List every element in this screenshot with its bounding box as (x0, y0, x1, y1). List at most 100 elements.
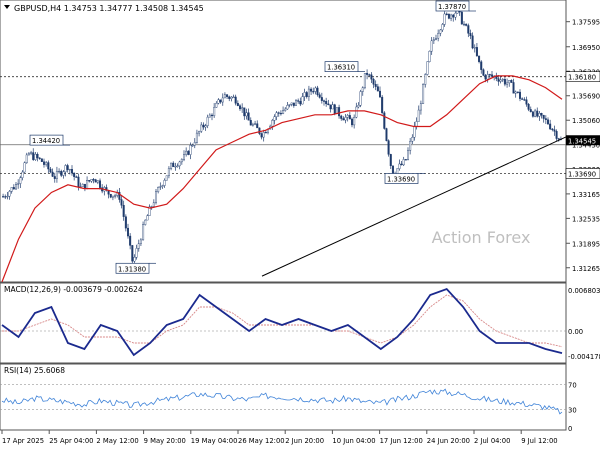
candle-body (379, 90, 382, 98)
price-callout-label: 1.34420 (32, 137, 60, 145)
candle-body (187, 150, 190, 155)
candle-body (400, 163, 403, 166)
candle-body (553, 129, 556, 132)
candle-body (137, 243, 140, 249)
candle-body (312, 91, 315, 93)
candle-body (191, 145, 194, 147)
candle-body (271, 120, 274, 127)
symbol-dropdown-icon[interactable] (4, 5, 10, 9)
candle-body (292, 102, 295, 106)
candle-body (45, 162, 48, 165)
macd-tick-label: 0.00 (568, 328, 583, 336)
rsi-pane (0, 363, 567, 431)
candle-body (342, 118, 345, 121)
candle-body (370, 74, 373, 80)
candle-body (92, 179, 95, 181)
candle-body (538, 113, 541, 117)
candle-body (499, 79, 502, 82)
candle-body (450, 14, 453, 19)
candle-body (206, 116, 209, 126)
x-tick-label: 24 Jun 20:00 (427, 437, 470, 445)
x-tick-label: 19 May 04:00 (191, 437, 238, 445)
candle-body (331, 104, 334, 110)
candle-body (238, 105, 241, 110)
candle-body (213, 107, 216, 117)
candle-body (172, 162, 175, 167)
candle-body (512, 82, 515, 94)
candle-body (126, 227, 129, 237)
moving-average-line (1, 75, 563, 283)
candle-body (146, 215, 149, 221)
rsi-line (1, 388, 563, 415)
candle-body (428, 50, 431, 62)
candle-body (27, 153, 30, 156)
macd-pane (0, 282, 567, 364)
candle-body (288, 104, 291, 106)
price-callout-label: 1.37870 (438, 3, 466, 11)
candle-body (193, 142, 196, 146)
candle-body (374, 84, 377, 87)
price-tick-label: 1.35060 (572, 117, 600, 125)
candle-body (124, 216, 127, 229)
candle-body (413, 125, 416, 138)
candle-body (439, 29, 442, 34)
price-callout-label: 1.33690 (387, 175, 415, 183)
candle-body (189, 145, 192, 155)
candle-body (508, 80, 511, 84)
candle-body (465, 23, 468, 26)
macd-main-line (1, 287, 563, 357)
candle-body (275, 112, 278, 117)
candle-body (385, 128, 388, 141)
current-price-label: 1.34545 (568, 137, 596, 145)
price-callout (384, 173, 419, 184)
candle-body (135, 248, 138, 258)
candle-body (6, 195, 9, 198)
candle-body (10, 187, 13, 192)
candle-body (142, 224, 145, 241)
candle-body (195, 132, 198, 143)
current-price-tag (566, 135, 600, 146)
candle-body (523, 99, 526, 101)
candle-body (68, 169, 71, 171)
candle-body (161, 185, 164, 187)
candle-body (200, 124, 203, 132)
candle-body (70, 169, 73, 174)
candle-body (491, 74, 494, 77)
candle-body (223, 94, 226, 99)
candle-body (2, 196, 5, 198)
candle-body (170, 162, 173, 169)
candle-body (282, 110, 285, 114)
candle-body (38, 157, 41, 159)
candle-body (122, 205, 125, 217)
candle-body (557, 138, 560, 140)
candle-body (247, 112, 250, 121)
candle-body (55, 171, 58, 179)
candle-body (249, 120, 252, 126)
candle-body (316, 87, 319, 95)
candle-body (58, 170, 61, 173)
candle-body (180, 159, 183, 163)
candle-body (75, 176, 78, 178)
candle-body (264, 132, 267, 134)
candle-body (86, 180, 89, 189)
candle-body (544, 118, 547, 120)
candle-body (536, 110, 539, 117)
price-callout (435, 0, 470, 12)
candle-body (21, 171, 24, 178)
candle-body (176, 165, 179, 167)
candle-body (185, 150, 188, 155)
rsi-tick-label: 70 (568, 382, 577, 390)
x-tick-label: 10 Jun 04:00 (332, 437, 375, 445)
candle-body (262, 132, 265, 138)
candle-body (435, 37, 438, 40)
candle-body (139, 239, 142, 244)
candle-body (460, 11, 463, 25)
candle-body (96, 180, 99, 183)
candle-body (488, 74, 491, 76)
price-callout (324, 61, 359, 72)
candle-body (182, 154, 185, 160)
candle-body (14, 184, 17, 190)
candle-body (314, 87, 317, 92)
candle-body (389, 154, 392, 167)
